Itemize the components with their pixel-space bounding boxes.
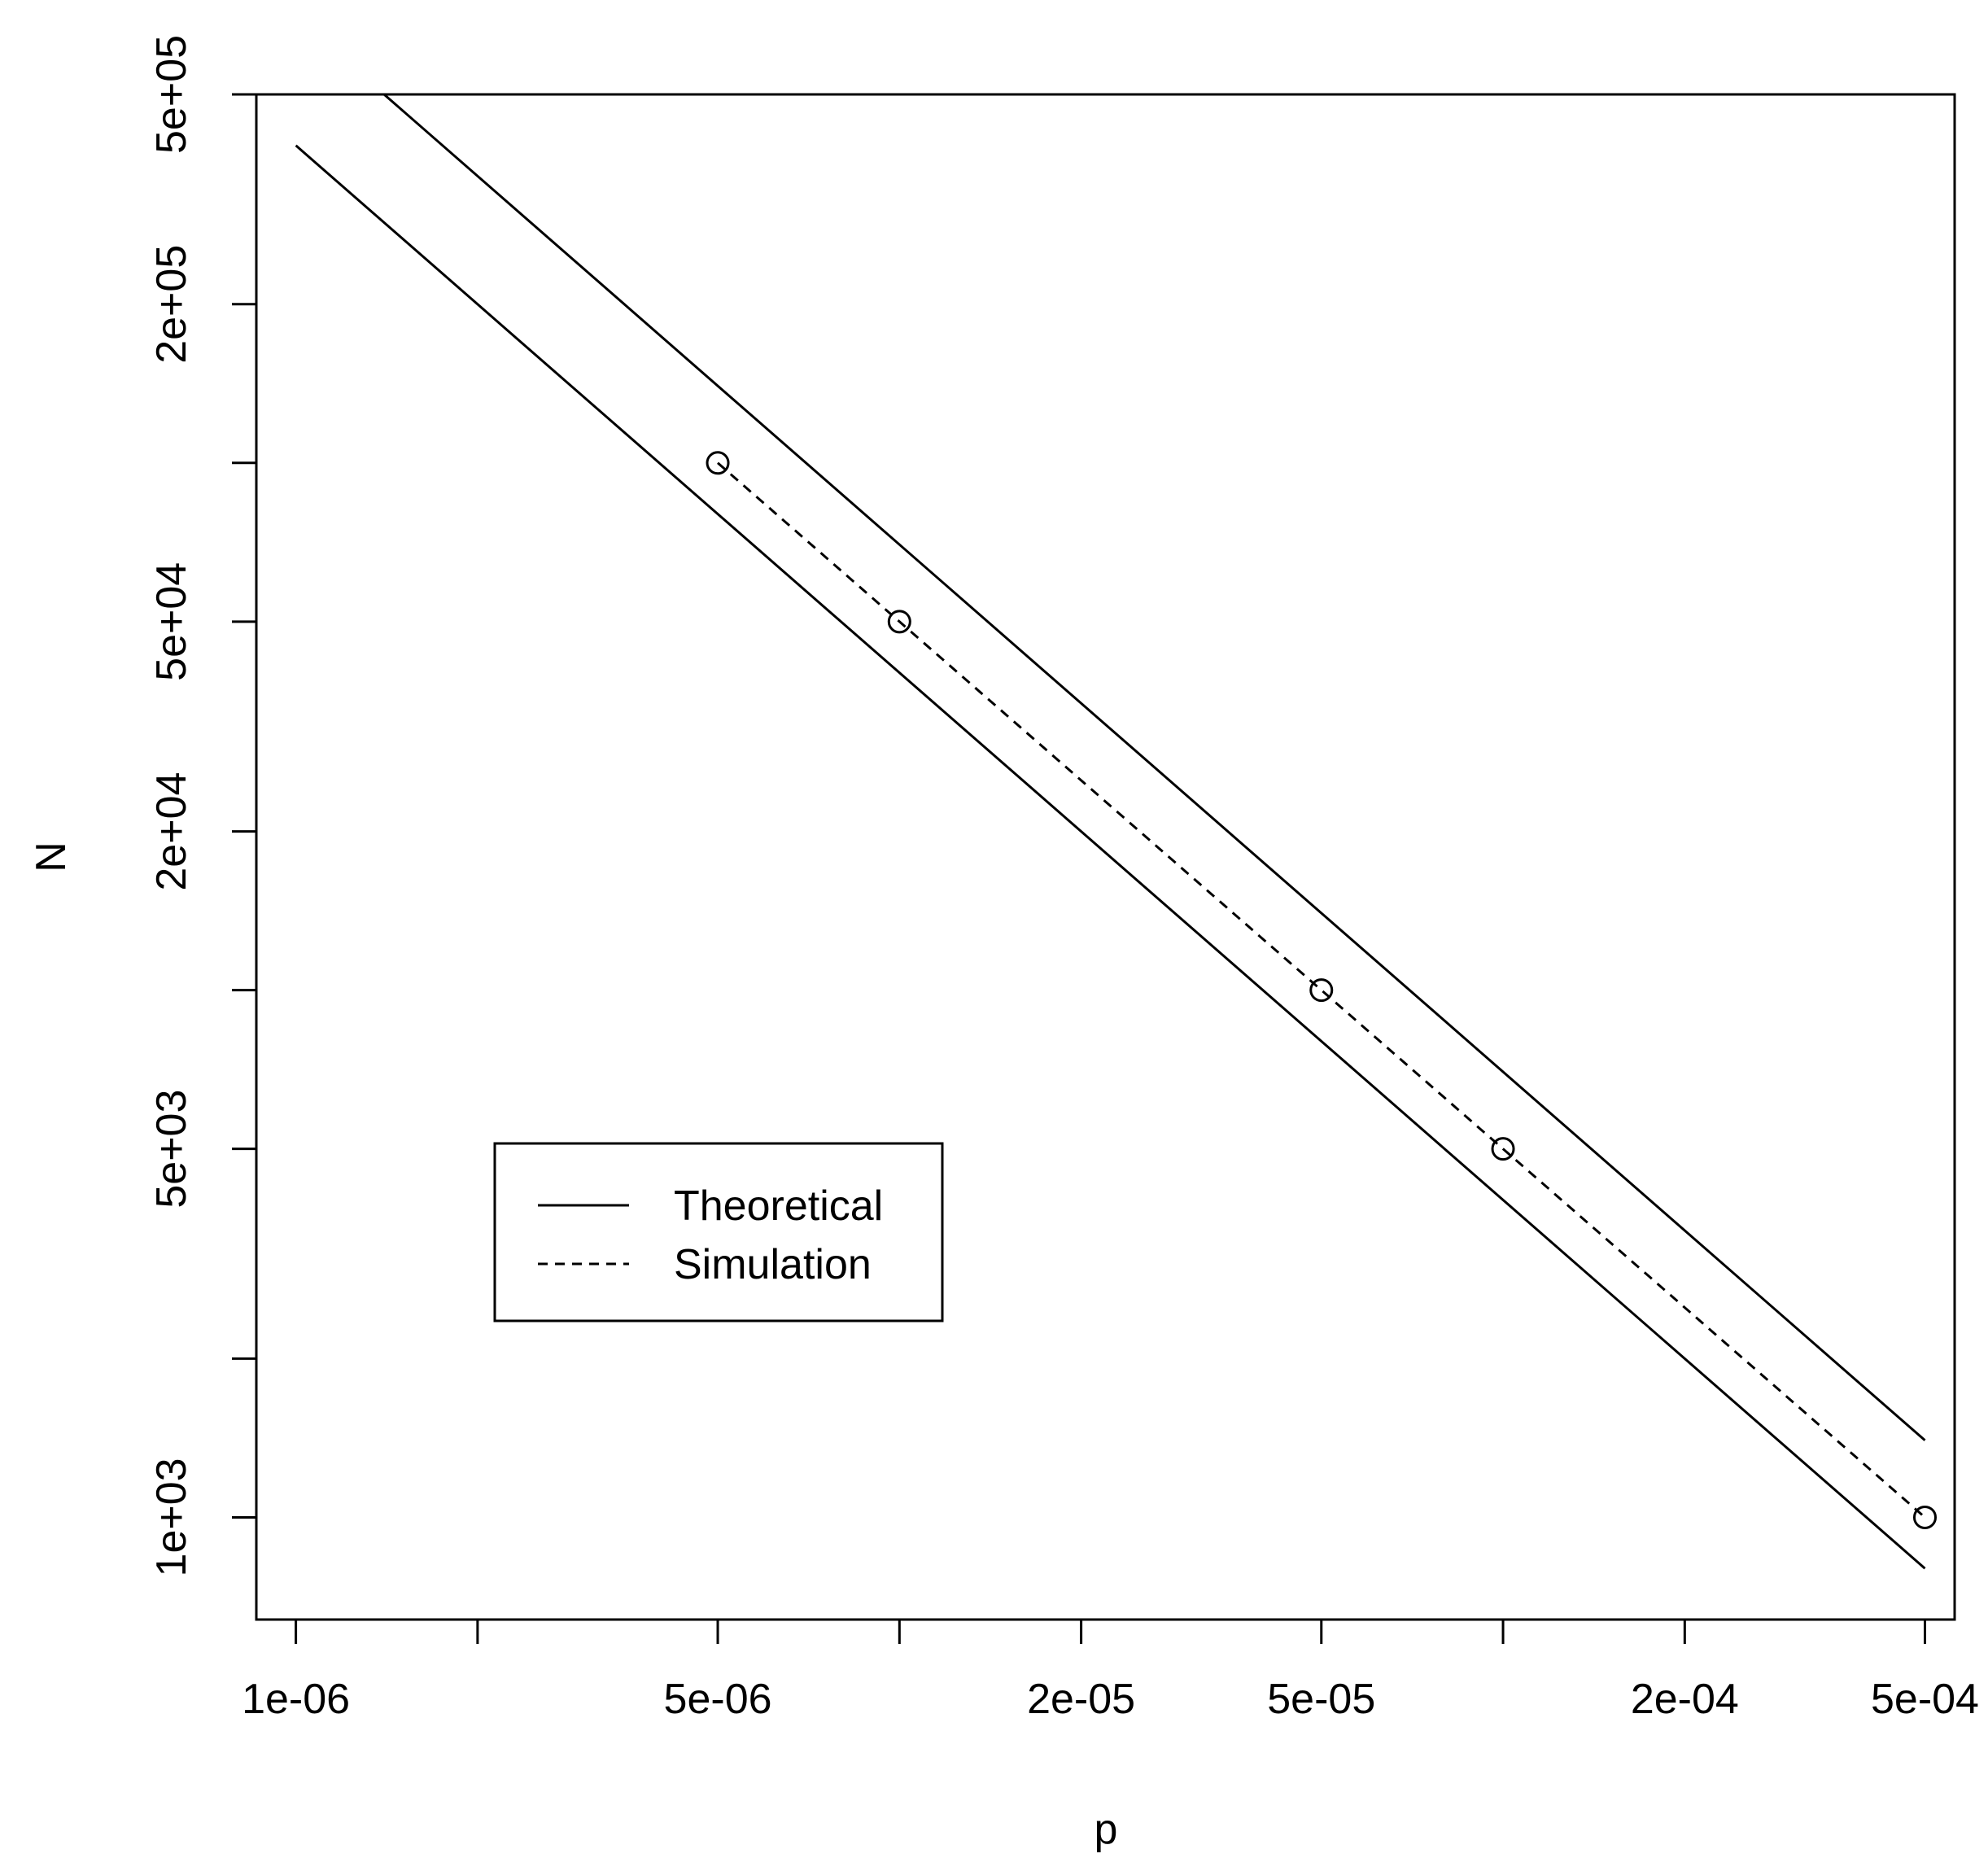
y-axis-label: N xyxy=(28,842,75,872)
x-tick-label: 2e-05 xyxy=(1027,1676,1135,1723)
data-layer xyxy=(295,93,1937,1570)
y-tick-label: 5e+04 xyxy=(148,562,195,681)
plot-frame xyxy=(255,93,1956,1621)
x-axis-label: p xyxy=(1094,1806,1118,1853)
data-point xyxy=(887,610,911,634)
data-point xyxy=(1491,1137,1515,1161)
data-point xyxy=(1912,1505,1937,1529)
y-tick-label: 5e+05 xyxy=(148,35,195,154)
x-tick-label: 5e-05 xyxy=(1267,1676,1375,1723)
x-tick-label: 5e-06 xyxy=(664,1676,772,1723)
data-point xyxy=(1309,978,1334,1003)
y-tick-label: 2e+05 xyxy=(148,245,195,364)
y-tick-label: 1e+03 xyxy=(148,1458,195,1576)
legend: Theoretical Simulation xyxy=(493,1142,944,1322)
y-axis: 1e+03 5e+03 2e+04 5e+04 2e+05 5e+05 xyxy=(148,35,258,1576)
x-tick-label: 1e-06 xyxy=(242,1676,350,1723)
legend-box xyxy=(493,1142,944,1322)
x-axis: 1e-06 5e-06 2e-05 5e-05 2e-04 5e-04 xyxy=(242,1618,1979,1723)
x-tick-label: 2e-04 xyxy=(1631,1676,1739,1723)
data-point xyxy=(706,451,730,475)
y-tick-label: 2e+04 xyxy=(148,772,195,891)
legend-label-theoretical: Theoretical xyxy=(674,1183,883,1230)
series-line-0 xyxy=(295,144,1926,1570)
series-line-2 xyxy=(717,461,1926,1519)
series-line-1 xyxy=(383,93,1926,1441)
x-tick-label: 5e-04 xyxy=(1871,1676,1979,1723)
legend-label-simulation: Simulation xyxy=(674,1241,872,1288)
y-tick-label: 5e+03 xyxy=(148,1090,195,1209)
